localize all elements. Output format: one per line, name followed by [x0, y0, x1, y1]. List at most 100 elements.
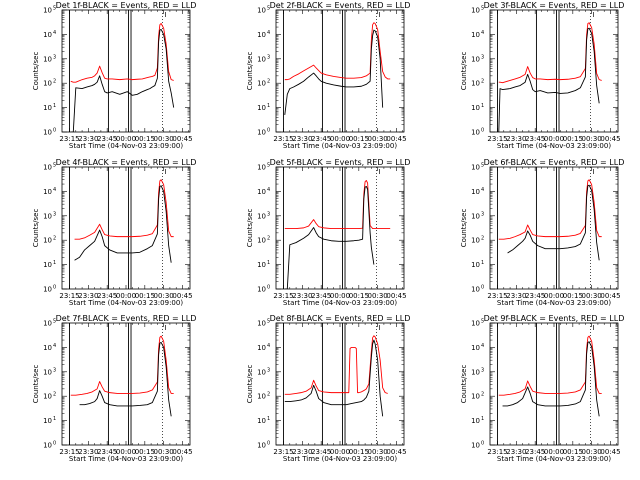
x-tick-label: 23:45: [311, 292, 331, 300]
x-tick-label: 00:30: [368, 448, 388, 456]
y-tick-label: 10: [257, 188, 266, 196]
y-tick-exponent: 5: [53, 6, 56, 12]
y-tick-exponent: 3: [53, 54, 56, 60]
y-tick-exponent: 1: [267, 416, 270, 422]
panel-frame: [275, 166, 405, 290]
x-tick-label: 00:15: [563, 448, 583, 456]
y-tick-label: 10: [257, 393, 266, 401]
panel-title: Det 8f-BLACK = Events, RED = LLD: [270, 314, 411, 323]
series-events: [507, 184, 600, 261]
series-lld: [498, 335, 602, 396]
y-tick-label: 10: [471, 417, 480, 425]
panel-title: Det 9f-BLACK = Events, RED = LLD: [484, 314, 625, 323]
x-tick-label: 00:00: [116, 292, 136, 300]
marker-label: Ⅰ: [164, 324, 166, 332]
series-events: [70, 28, 175, 132]
x-tick-label: 00:45: [386, 135, 406, 143]
y-tick-label: 10: [43, 164, 52, 172]
y-tick-label: 10: [43, 320, 52, 328]
y-tick-label: 10: [257, 80, 266, 88]
x-tick-label: 23:30: [78, 448, 98, 456]
y-axis-label: Counts/sec: [32, 209, 40, 248]
series-events: [502, 341, 600, 417]
y-tick-exponent: 0: [53, 285, 56, 291]
x-axis-label: Start Time (04-Nov-03 23:09:00): [497, 142, 611, 150]
y-tick-label: 10: [43, 393, 52, 401]
panel-frame: [61, 9, 191, 133]
y-tick-exponent: 3: [267, 211, 270, 217]
y-tick-label: 10: [257, 104, 266, 112]
x-tick-label: 23:30: [292, 292, 312, 300]
y-tick-exponent: 0: [481, 128, 484, 134]
series-group: [284, 22, 391, 116]
y-tick-exponent: 5: [267, 6, 270, 12]
y-tick-label: 10: [43, 417, 52, 425]
panel-frame: [61, 322, 191, 446]
x-axis-label: Start Time (04-Nov-03 23:09:00): [497, 455, 611, 463]
y-tick-label: 10: [471, 442, 480, 450]
panel-frame: [61, 166, 191, 290]
y-tick-exponent: 2: [267, 392, 270, 398]
y-tick-exponent: 3: [53, 211, 56, 217]
y-axis-label: Counts/sec: [32, 365, 40, 404]
x-tick-label: 23:15: [273, 448, 293, 456]
y-tick-exponent: 3: [267, 54, 270, 60]
y-tick-label: 10: [257, 442, 266, 450]
x-tick-label: 23:45: [525, 292, 545, 300]
x-tick-label: 00:00: [116, 448, 136, 456]
series-events: [498, 27, 600, 132]
y-tick-exponent: 1: [481, 416, 484, 422]
y-tick-label: 10: [43, 55, 52, 63]
y-tick-exponent: 0: [481, 285, 484, 291]
x-tick-label: 00:30: [582, 135, 602, 143]
x-axis-label: Start Time (04-Nov-03 23:09:00): [69, 455, 183, 463]
x-tick-label: 00:00: [544, 448, 564, 456]
y-tick-exponent: 0: [267, 285, 270, 291]
x-tick-label: 00:45: [600, 448, 620, 456]
x-tick-label: 23:30: [292, 135, 312, 143]
y-tick-exponent: 2: [481, 79, 484, 85]
panel-title: Det 3f-BLACK = Events, RED = LLD: [484, 1, 625, 10]
y-tick-exponent: 2: [267, 79, 270, 85]
y-tick-label: 10: [257, 55, 266, 63]
panel-title: Det 1f-BLACK = Events, RED = LLD: [56, 1, 197, 10]
series-group: [498, 179, 602, 261]
x-tick-label: 23:30: [78, 292, 98, 300]
series-lld: [70, 335, 174, 396]
y-tick-label: 10: [43, 188, 52, 196]
x-tick-label: 00:45: [600, 135, 620, 143]
y-tick-label: 10: [43, 286, 52, 294]
y-tick-label: 10: [257, 344, 266, 352]
x-tick-label: 00:00: [330, 292, 350, 300]
x-tick-label: 23:45: [525, 135, 545, 143]
y-tick-label: 10: [257, 417, 266, 425]
y-tick-label: 10: [257, 7, 266, 15]
x-tick-label: 23:45: [97, 292, 117, 300]
y-axis-label: Counts/sec: [460, 209, 468, 248]
x-tick-label: 23:45: [311, 135, 331, 143]
y-tick-label: 10: [471, 237, 480, 245]
y-tick-exponent: 5: [267, 319, 270, 325]
x-tick-label: 00:00: [330, 135, 350, 143]
y-tick-exponent: 2: [53, 236, 56, 242]
y-tick-label: 10: [43, 261, 52, 269]
y-tick-exponent: 2: [53, 79, 56, 85]
y-tick-label: 10: [43, 237, 52, 245]
y-tick-label: 10: [471, 80, 480, 88]
series-events: [74, 185, 172, 263]
x-tick-label: 23:15: [59, 292, 79, 300]
y-tick-label: 10: [471, 368, 480, 376]
x-tick-label: 23:15: [59, 135, 79, 143]
y-tick-label: 10: [471, 286, 480, 294]
x-tick-label: 23:45: [97, 135, 117, 143]
panel-frame: [275, 9, 405, 133]
y-tick-label: 10: [257, 129, 266, 137]
y-tick-label: 10: [257, 320, 266, 328]
y-tick-exponent: 5: [53, 163, 56, 169]
y-tick-label: 10: [471, 344, 480, 352]
x-axis-label: Start Time (04-Nov-03 23:09:00): [283, 299, 397, 307]
x-tick-label: 23:15: [487, 292, 507, 300]
